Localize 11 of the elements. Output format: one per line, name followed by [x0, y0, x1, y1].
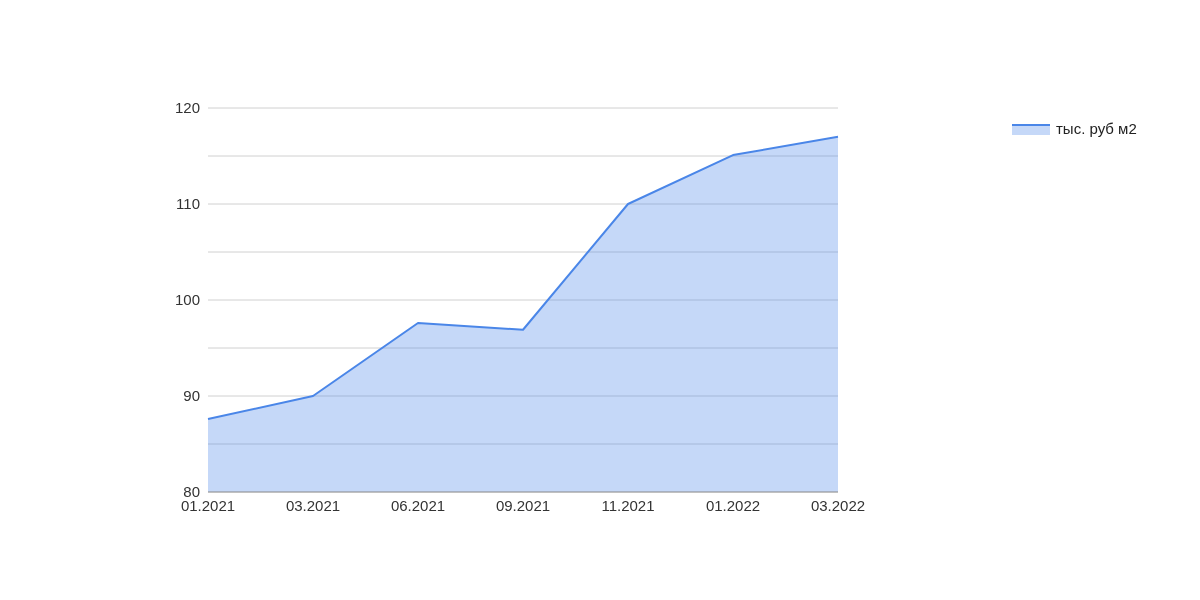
y-tick-label: 100 [174, 291, 200, 309]
x-tick-label: 03.2021 [285, 496, 341, 514]
y-tick-label: 90 [183, 387, 200, 405]
x-tick-label: 03.2022 [810, 496, 866, 514]
legend-label: тыс. руб м2 [1056, 120, 1137, 137]
x-tick-label: 11.2021 [601, 496, 655, 514]
x-tick-label: 09.2021 [495, 496, 551, 514]
x-tick-label: 01.2022 [705, 496, 761, 514]
x-tick-label: 06.2021 [390, 496, 446, 514]
y-tick-label: 110 [176, 195, 200, 213]
y-tick-label: 120 [174, 99, 200, 117]
